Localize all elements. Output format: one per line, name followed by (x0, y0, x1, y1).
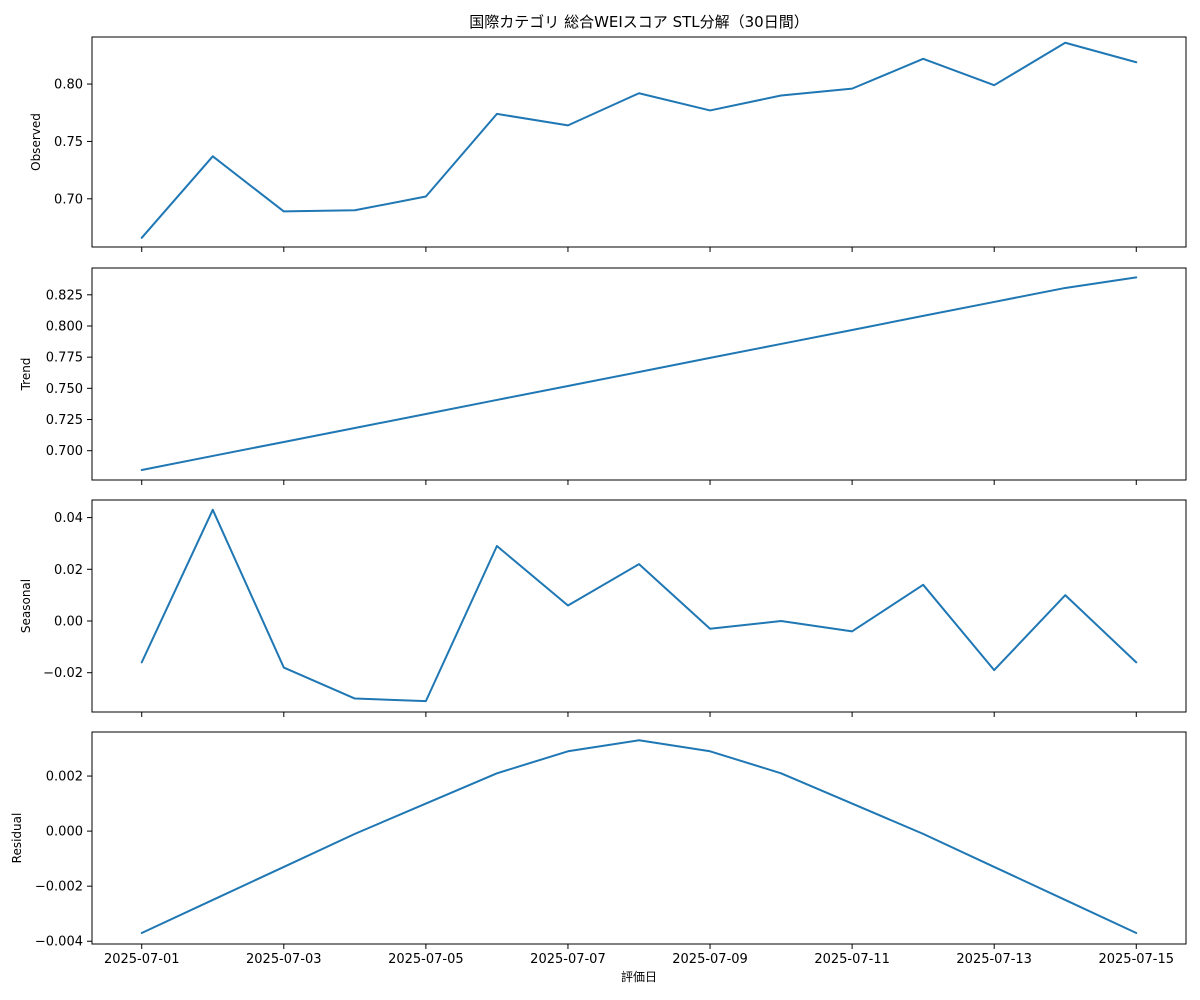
panel-seasonal: −0.02 0.00 0.02 0.04 Seasonal (19, 499, 1187, 717)
axes-frame (91, 731, 1187, 945)
y-tick-label: 0.000 (46, 825, 83, 840)
x-tick-label: 2025-07-05 (388, 952, 464, 967)
y-tick-label: 0.04 (54, 511, 83, 526)
x-tick-label: 2025-07-11 (814, 952, 890, 967)
panel-observed: 0.70 0.75 0.80 Observed (29, 36, 1187, 252)
y-axis-label: Trend (19, 358, 33, 392)
axes-frame (91, 36, 1187, 248)
y-axis-label: Observed (29, 113, 43, 171)
panel-trend: 0.700 0.725 0.750 0.775 0.800 0.825 Trend (19, 267, 1187, 485)
series-line-trend (140, 276, 1138, 472)
y-tick-label: 0.00 (54, 614, 83, 629)
x-tick-label: 2025-07-13 (956, 952, 1032, 967)
chart-title: 国際カテゴリ 総合WEIスコア STL分解（30日間） (469, 13, 808, 31)
y-axis-label: Seasonal (19, 579, 33, 633)
panels: 0.70 0.75 0.80 Observed 0.700 0.725 0.750 0.775… (10, 36, 1187, 967)
y-tick-label: 0.700 (46, 444, 83, 459)
panel-residual: −0.004 −0.002 0.000 0.002 2025-07-01 2025-07-… (10, 731, 1187, 967)
y-tick-label: 0.02 (54, 563, 83, 578)
y-tick-label: 0.75 (54, 135, 83, 150)
x-tick-label: 2025-07-09 (672, 952, 748, 967)
y-tick-label: 0.002 (46, 770, 83, 785)
y-tick-label: 0.775 (46, 351, 83, 366)
y-tick-label: 0.825 (46, 288, 83, 303)
x-tick-label: 2025-07-07 (530, 952, 606, 967)
series-line-residual (140, 739, 1138, 934)
axes-frame (91, 499, 1187, 713)
x-axis-label: 評価日 (621, 969, 657, 984)
y-tick-label: −0.02 (43, 666, 83, 681)
y-tick-label: 0.725 (46, 413, 83, 428)
y-tick-label: 0.70 (54, 192, 83, 207)
series-line-seasonal (140, 508, 1138, 703)
y-tick-label: 0.800 (46, 319, 83, 334)
y-tick-label: −0.004 (35, 935, 83, 950)
x-tick-label: 2025-07-15 (1098, 952, 1174, 967)
y-tick-label: 0.750 (46, 382, 83, 397)
x-tick-label: 2025-07-01 (104, 952, 180, 967)
y-tick-label: 0.80 (54, 78, 83, 93)
axes-frame (91, 267, 1187, 481)
x-tick-label: 2025-07-03 (246, 952, 322, 967)
y-axis-label: Residual (10, 813, 24, 864)
y-tick-label: −0.002 (35, 880, 83, 895)
series-line-observed (140, 41, 1138, 239)
